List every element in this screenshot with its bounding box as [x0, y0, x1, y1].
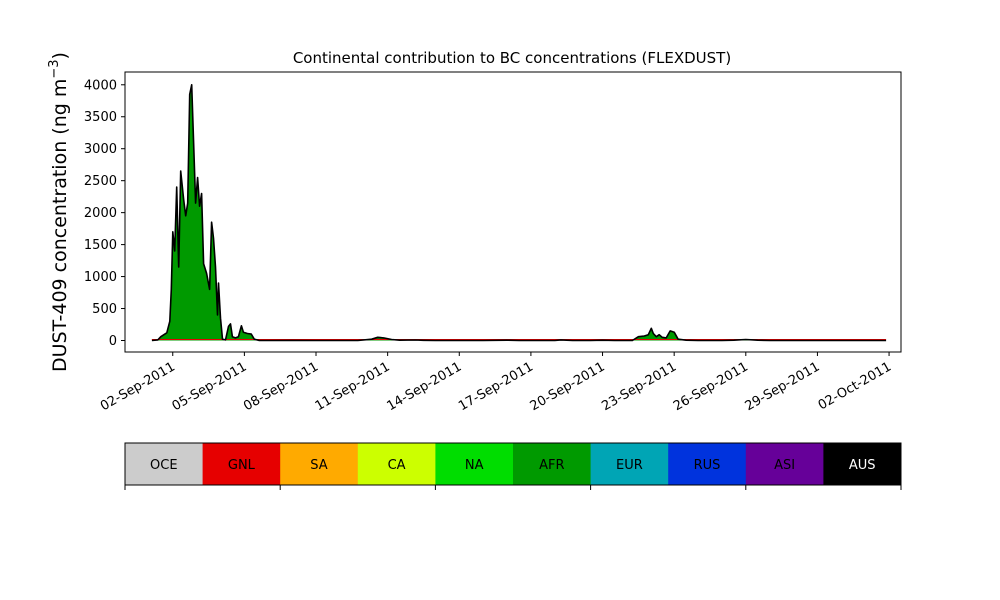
legend-swatch-asi	[745, 443, 824, 485]
legend-swatch-sa	[280, 443, 359, 485]
x-tick-label: 20-Sep-2011	[528, 359, 608, 414]
legend-colorbar: OCE GNL SA CA NA AFR EUR RUS ASI AUS	[124, 442, 902, 490]
series-area-afr	[151, 84, 887, 341]
legend-swatch-rus	[668, 443, 747, 485]
legend-swatch-afr	[513, 443, 592, 485]
svg-text:DUST-409 concentration (ng m−3: DUST-409 concentration (ng m−3)	[47, 52, 71, 372]
y-tick-label: 3500	[84, 110, 117, 125]
x-tick-label: 05-Sep-2011	[170, 359, 250, 414]
chart-title: Continental contribution to BC concentra…	[293, 49, 731, 67]
legend-label-sa: SA	[310, 458, 327, 473]
y-axis-label-main: DUST-409 concentration (ng m	[49, 79, 71, 372]
legend-swatch-na	[435, 443, 514, 485]
y-tick-label: 1000	[84, 270, 117, 285]
y-tick-label: 3000	[84, 142, 117, 157]
y-tick-label: 500	[92, 302, 117, 317]
legend-swatch-ca	[357, 443, 436, 485]
legend-label-ca: CA	[388, 458, 406, 473]
x-tick-label: 08-Sep-2011	[241, 359, 321, 414]
legend-label-aus: AUS	[849, 458, 876, 473]
x-tick-label: 26-Sep-2011	[671, 359, 751, 414]
legend-label-oce: OCE	[150, 458, 178, 473]
legend-label-gnl: GNL	[228, 458, 256, 473]
y-axis-label-superscript: −3	[47, 59, 62, 78]
plot-frame	[124, 71, 902, 353]
legend-swatch-gnl	[202, 443, 281, 485]
y-axis-label-close: )	[49, 52, 71, 59]
x-axis: 02-Sep-201105-Sep-201108-Sep-201111-Sep-…	[98, 352, 894, 414]
x-tick-label: 23-Sep-2011	[599, 359, 679, 414]
legend-label-eur: EUR	[616, 458, 643, 473]
x-tick-label: 14-Sep-2011	[384, 359, 464, 414]
y-tick-label: 2000	[84, 206, 117, 221]
x-tick-label: 02-Oct-2011	[816, 359, 894, 413]
y-axis-label: DUST-409 concentration (ng m−3)	[47, 52, 71, 372]
x-tick-label: 17-Sep-2011	[456, 359, 536, 414]
legend-swatch-aus	[823, 443, 902, 485]
y-tick-label: 1500	[84, 238, 117, 253]
legend-label-afr: AFR	[539, 458, 564, 473]
x-tick-label: 11-Sep-2011	[313, 359, 393, 414]
x-tick-label: 29-Sep-2011	[743, 359, 823, 414]
legend-frame	[124, 442, 902, 486]
y-axis: 0 500 1000 1500 2000 2500 3000 3500 4000	[84, 78, 125, 349]
legend-label-na: NA	[465, 458, 484, 473]
y-tick-label: 4000	[84, 78, 117, 93]
legend-swatch-eur	[590, 443, 669, 485]
legend-label-asi: ASI	[774, 458, 795, 473]
y-tick-label: 2500	[84, 174, 117, 189]
x-tick-label: 02-Sep-2011	[98, 359, 178, 414]
y-tick-label: 0	[109, 334, 117, 349]
total-line	[151, 84, 887, 342]
legend-swatch-oce	[125, 443, 204, 485]
series-layer	[151, 84, 887, 342]
plot-area: 0 500 1000 1500 2000 2500 3000 3500 4000 02-Sep-…	[84, 71, 902, 414]
legend-label-rus: RUS	[694, 458, 721, 473]
